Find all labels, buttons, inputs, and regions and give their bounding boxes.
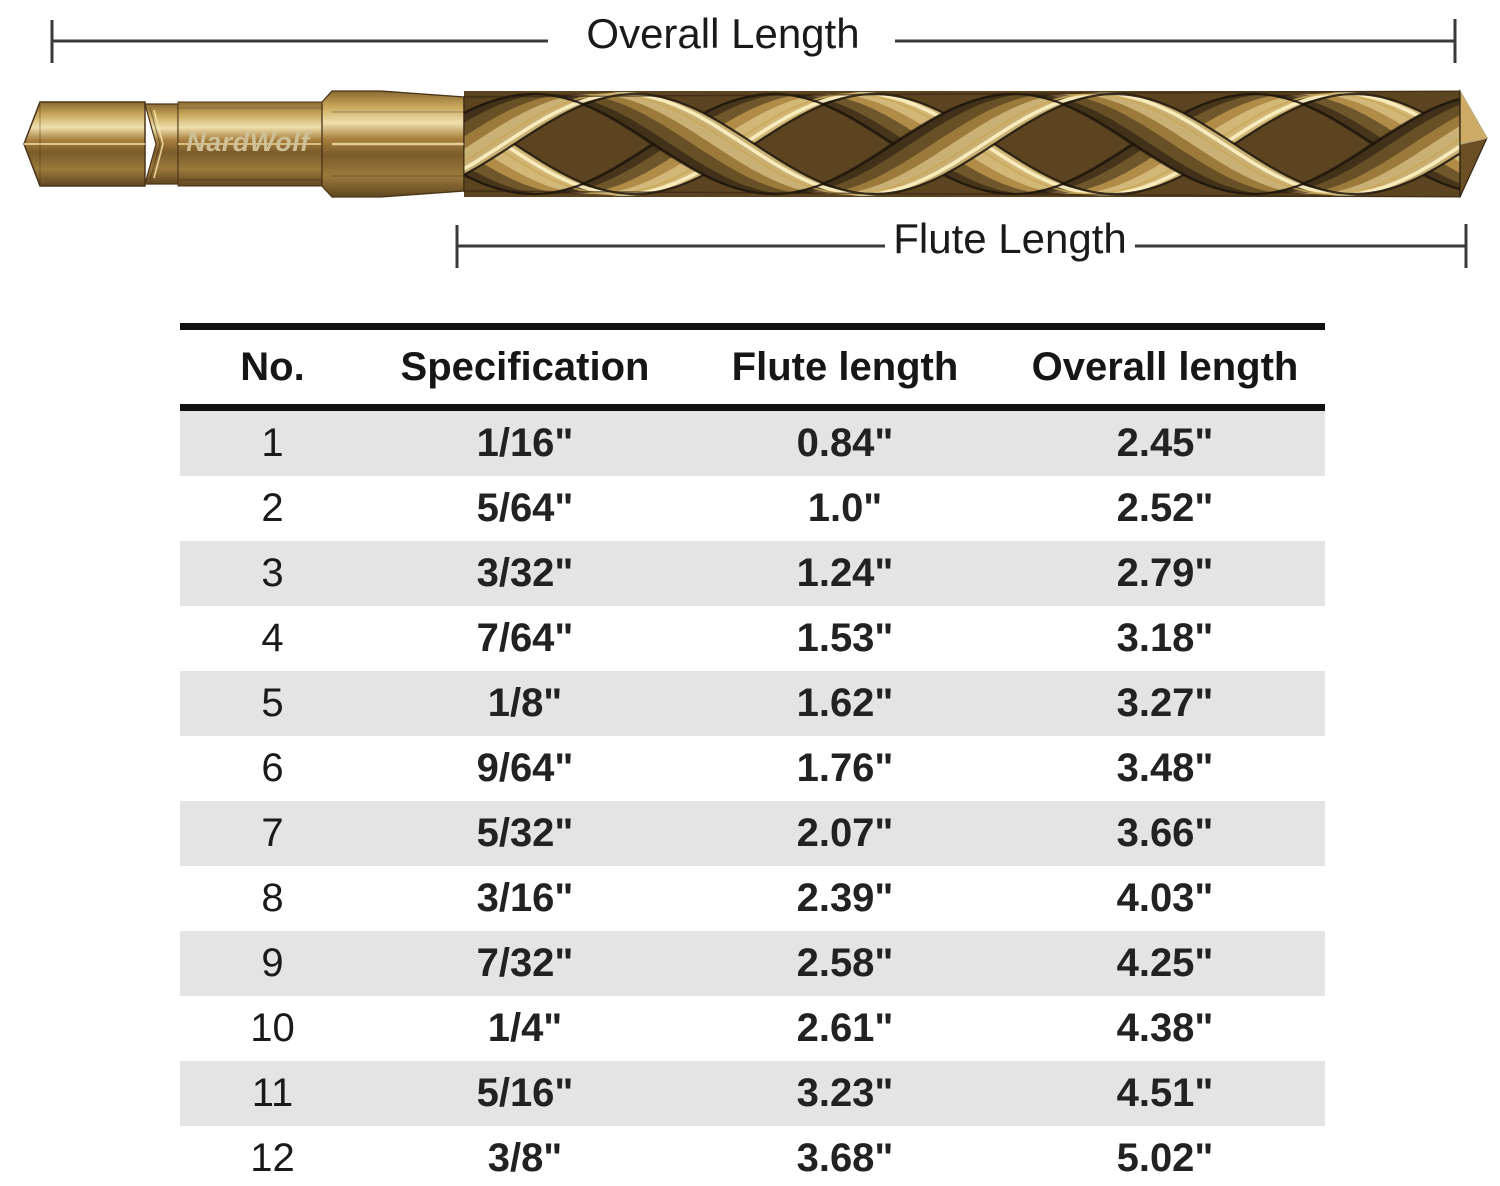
svg-text:NardWolf: NardWolf xyxy=(186,127,312,157)
